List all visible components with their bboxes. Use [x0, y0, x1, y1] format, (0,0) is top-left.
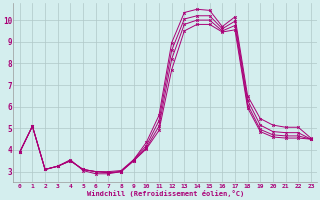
X-axis label: Windchill (Refroidissement éolien,°C): Windchill (Refroidissement éolien,°C) — [87, 190, 244, 197]
